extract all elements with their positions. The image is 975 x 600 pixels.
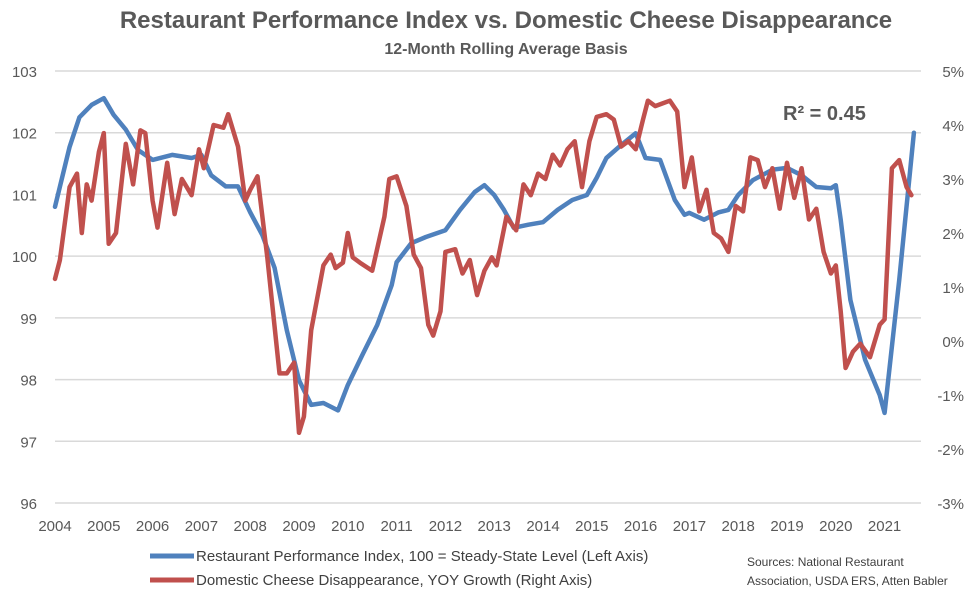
right-tick-label: -2% [937, 442, 964, 459]
left-tick-label: 100 [12, 249, 37, 266]
right-tick-label: -1% [937, 388, 964, 405]
x-tick-label: 2020 [819, 518, 852, 535]
x-axis: 2004 2005 2006 2007 2008 2009 2010 2011 2012 2013… [38, 518, 901, 535]
x-tick-label: 2009 [282, 518, 315, 535]
source-line-2: Association, USDA ERS, Atten Babler [747, 574, 948, 588]
x-tick-label: 2004 [38, 518, 71, 535]
right-tick-label: -3% [937, 496, 964, 513]
left-tick-label: 99 [20, 311, 37, 328]
x-tick-label: 2006 [136, 518, 169, 535]
x-tick-label: 2021 [868, 518, 901, 535]
right-axis: -3% -2% -1% 0% 1% 2% 3% 4% 5% [937, 64, 964, 513]
source-line-1: Sources: National Restaurant [747, 555, 904, 569]
right-tick-label: 3% [942, 172, 964, 189]
r-squared-annotation: R² = 0.45 [783, 103, 866, 125]
legend-label-cheese: Domestic Cheese Disappearance, YOY Growt… [196, 572, 592, 589]
x-tick-label: 2016 [624, 518, 657, 535]
x-tick-label: 2014 [526, 518, 559, 535]
left-tick-label: 96 [20, 496, 37, 513]
left-tick-label: 102 [12, 126, 37, 143]
x-tick-label: 2013 [478, 518, 511, 535]
x-tick-label: 2007 [185, 518, 218, 535]
chart-subtitle: 12-Month Rolling Average Basis [384, 41, 627, 58]
x-tick-label: 2012 [429, 518, 462, 535]
series-lines [52, 95, 917, 436]
right-tick-label: 5% [942, 64, 964, 81]
legend: Restaurant Performance Index, 100 = Stea… [150, 548, 648, 589]
left-axis: 96 97 98 99 100 101 102 103 [12, 64, 37, 513]
legend-label-rpi: Restaurant Performance Index, 100 = Stea… [196, 548, 648, 565]
x-tick-label: 2005 [87, 518, 120, 535]
x-tick-label: 2010 [331, 518, 364, 535]
x-tick-label: 2015 [575, 518, 608, 535]
chart-title: Restaurant Performance Index vs. Domesti… [120, 7, 892, 34]
left-tick-label: 98 [20, 373, 37, 390]
left-tick-label: 103 [12, 64, 37, 81]
gridlines [55, 70, 921, 504]
right-tick-label: 1% [942, 280, 964, 297]
series-line-cheese [52, 98, 914, 436]
right-tick-label: 0% [942, 334, 964, 351]
left-tick-label: 101 [12, 187, 37, 204]
x-tick-label: 2018 [722, 518, 755, 535]
x-tick-label: 2017 [673, 518, 706, 535]
left-tick-label: 97 [20, 434, 37, 451]
x-tick-label: 2019 [770, 518, 803, 535]
right-tick-label: 4% [942, 118, 964, 135]
x-tick-label: 2011 [380, 518, 412, 535]
x-tick-label: 2008 [234, 518, 267, 535]
right-tick-label: 2% [942, 226, 964, 243]
